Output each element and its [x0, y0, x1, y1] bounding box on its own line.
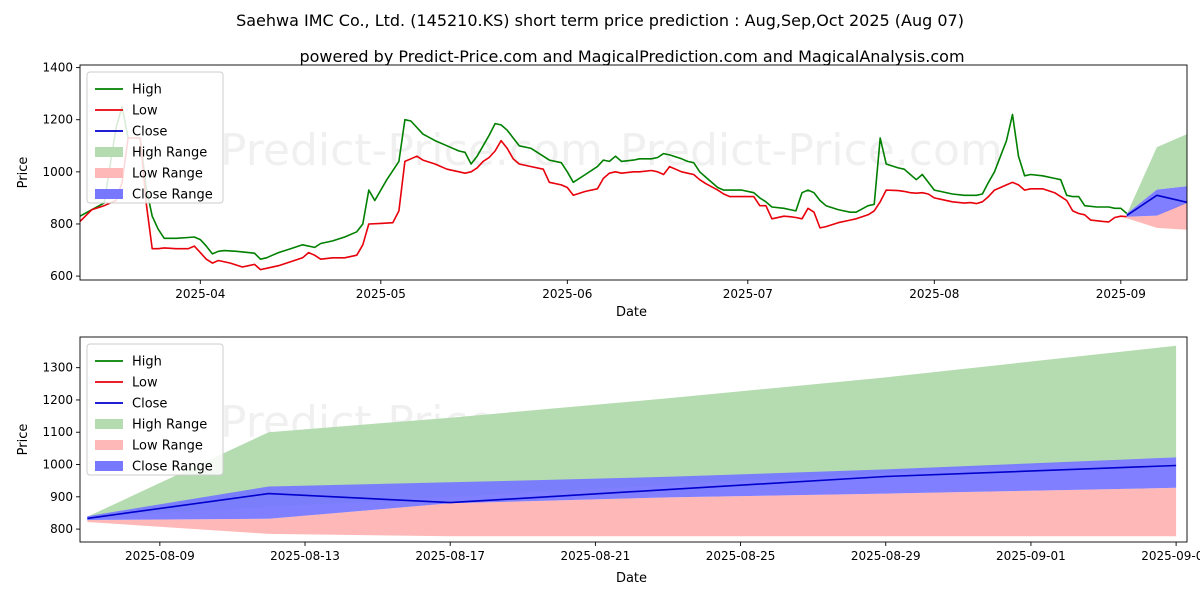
close-range-band — [87, 457, 1177, 520]
low-range-band — [87, 487, 1177, 537]
legend-swatch-close-range — [95, 461, 123, 471]
y-axis-label: Price — [16, 424, 31, 456]
y-tick-label: 1400 — [42, 61, 73, 75]
x-tick-label: 2025-06 — [542, 287, 592, 301]
x-tick-label: 2025-05 — [356, 287, 406, 301]
x-tick-label: 2025-08-25 — [706, 549, 776, 563]
x-tick-label: 2025-08 — [909, 287, 959, 301]
legend-label: Low Range — [132, 439, 203, 454]
y-tick-label: 1000 — [42, 165, 73, 179]
x-axis-label: Date — [616, 305, 647, 320]
x-tick-label: 2025-08-17 — [415, 549, 485, 563]
y-tick-label: 1200 — [42, 113, 73, 127]
chart-title: Saehwa IMC Co., Ltd. (145210.KS) short t… — [236, 11, 964, 30]
top-price-panel: Predict-Price.com Predict-Price.com 600 800… — [16, 61, 1188, 320]
x-tick-label: 2025-08-29 — [851, 549, 921, 563]
x-tick-label: 2025-09-05 — [1141, 549, 1200, 563]
y-tick-label: 1300 — [42, 361, 73, 375]
legend-label: High Range — [132, 418, 207, 433]
legend-label: High Range — [132, 146, 207, 161]
x-axis-label: Date — [616, 571, 647, 586]
watermark-text: Predict-Price.com — [220, 125, 603, 176]
legend-label: Low — [132, 376, 158, 391]
legend-swatch-close-range — [95, 189, 123, 199]
close-range-band — [1126, 186, 1187, 217]
high-range-band — [1126, 134, 1187, 215]
y-tick-label: 600 — [50, 269, 73, 283]
bottom-prediction-panel: Predict-Price.comPredict-Price.com800900… — [16, 336, 1200, 586]
close-series-line — [87, 464, 1177, 520]
plot-area — [87, 345, 1177, 537]
high-range-band — [87, 345, 1177, 517]
axes-frame — [79, 336, 1188, 543]
legend-label: Close — [132, 125, 167, 140]
chart-legend: High Low Close High Range Low Range Close Ran… — [86, 343, 224, 476]
x-tick-label: 2025-08-21 — [561, 549, 631, 563]
legend-label: High — [132, 83, 162, 98]
axes-frame — [79, 64, 1188, 281]
x-tick-label: 2025-07 — [723, 287, 773, 301]
watermark-text: Predict-Price.com — [620, 125, 1003, 176]
y-tick-label: 1200 — [42, 393, 73, 407]
y-tick-label: 800 — [50, 217, 73, 231]
legend-label: Close — [132, 397, 167, 412]
y-axis-label: Price — [16, 157, 31, 189]
x-tick-label: 2025-04 — [175, 287, 225, 301]
y-tick-label: 1100 — [42, 425, 73, 439]
legend-swatch-low-range — [95, 440, 123, 450]
legend-label: Close Range — [132, 188, 213, 203]
legend-swatch-low-range — [95, 168, 123, 178]
plot-area — [80, 105, 1187, 271]
x-tick-label: 2025-08-09 — [125, 549, 195, 563]
y-tick-label: 900 — [50, 490, 73, 504]
x-tick-label: 2025-09-01 — [996, 549, 1066, 563]
low-range-band — [1126, 199, 1187, 230]
x-tick-label: 2025-08-13 — [270, 549, 340, 563]
legend-label: Low — [132, 104, 158, 119]
legend-label: High — [132, 355, 162, 370]
close-series-line — [1126, 194, 1187, 217]
legend-swatch-high-range — [95, 147, 123, 157]
y-tick-label: 1000 — [42, 458, 73, 472]
y-tick-label: 800 — [50, 522, 73, 536]
x-tick-label: 2025-09 — [1096, 287, 1146, 301]
chart-legend: High Low Close High Range Low Range Close Ran… — [86, 71, 224, 204]
low-series-line — [80, 137, 1127, 271]
legend-label: Close Range — [132, 460, 213, 475]
high-series-line — [80, 105, 1128, 260]
chart-subtitle: powered by Predict-Price.com and Magical… — [299, 47, 964, 66]
legend-swatch-high-range — [95, 419, 123, 429]
legend-label: Low Range — [132, 167, 203, 182]
